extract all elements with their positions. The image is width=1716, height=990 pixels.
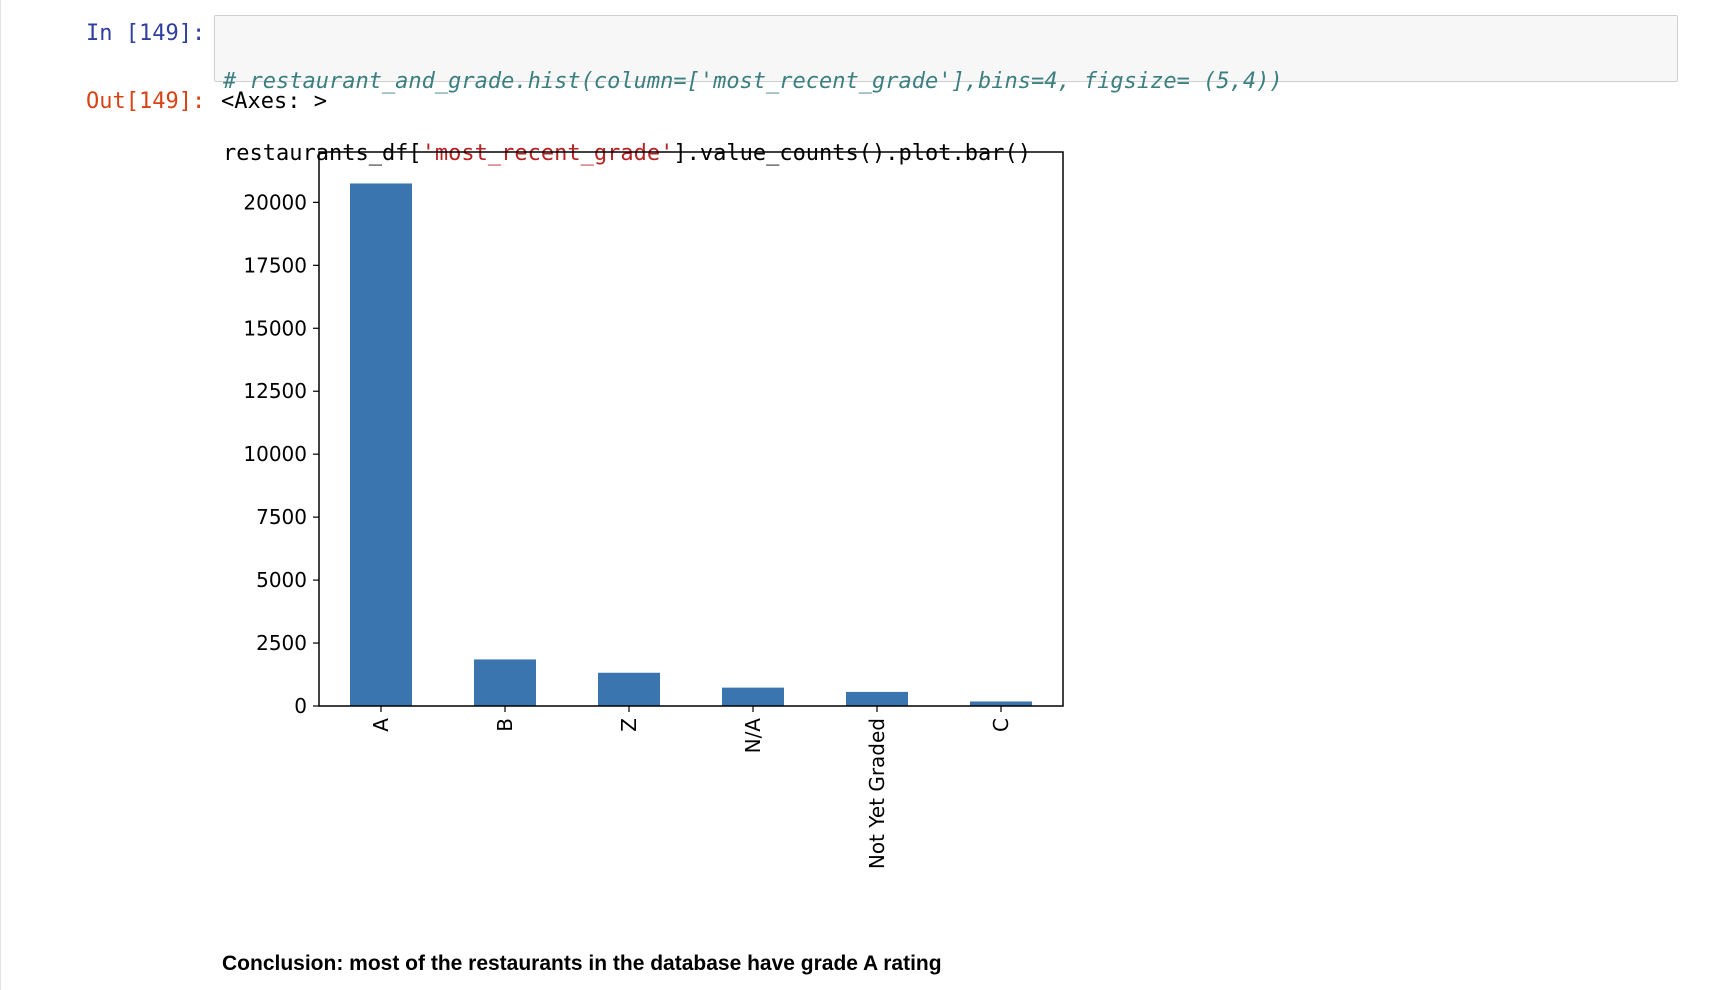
code-segment-before: restaurants_df[ [223,141,422,166]
bar-3 [598,672,660,706]
bar-chart: 0 2500 5000 7500 10000 12500 15000 17500 20000 A… [243,151,1064,869]
y-tick-label: 20000 [243,190,307,214]
bar-2 [474,659,536,706]
code-segment-after: ].value_counts().plot.bar() [673,141,1031,166]
y-tick-label: 17500 [243,253,307,277]
y-tick-label: 5000 [256,568,307,592]
x-tick-label: B [493,718,517,732]
y-tick-label: 7500 [256,505,307,529]
code-string-literal: 'most_recent_grade' [421,141,674,166]
chart-frame [318,151,1064,707]
y-tick-label: 10000 [243,442,307,466]
x-tick-label: Not Yet Graded [865,718,889,869]
code-comment-line: # restaurant_and_grade.hist(column=['mos… [223,69,1283,94]
y-tick-label: 12500 [243,379,307,403]
y-tick-label: 0 [294,694,307,718]
output-prompt: Out[149]: [86,89,206,114]
chart-x-axis: A B Z N/A Not Yet Graded C [369,706,1013,869]
bar-1 [350,183,412,706]
output-text: <Axes: > [221,89,327,114]
code-cell[interactable]: # restaurant_and_grade.hist(column=['mos… [214,15,1678,166]
conclusion-text: Conclusion: most of the restaurants in t… [222,952,942,975]
y-tick-label: 2500 [256,631,307,655]
code-line-2: restaurants_df['most_recent_grade'].valu… [223,142,1669,166]
bar-4 [722,687,784,706]
bar-6 [970,701,1032,706]
x-tick-label: A [369,718,393,732]
input-prompt: In [149]: [86,21,206,46]
bar-5 [846,691,908,706]
x-tick-label: Z [617,718,641,732]
chart-y-axis: 0 2500 5000 7500 10000 12500 15000 17500 20000 [243,190,319,718]
chart-bars [350,183,1032,706]
y-tick-label: 15000 [243,316,307,340]
x-tick-label: C [989,718,1013,732]
x-tick-label: N/A [741,718,765,754]
